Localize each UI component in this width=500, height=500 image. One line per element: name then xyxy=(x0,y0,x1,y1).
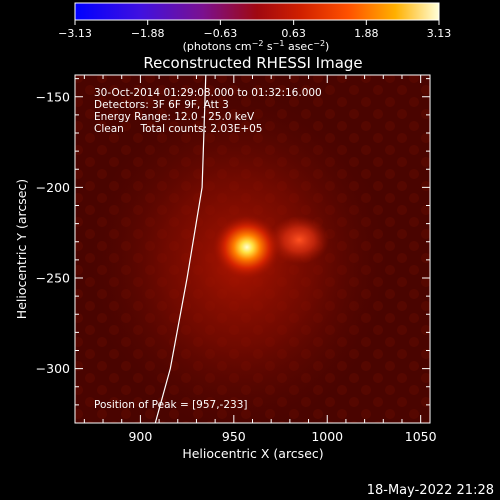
annotation-detectors: Detectors: 3F 6F 9F, Att 3 xyxy=(94,99,229,111)
footer-date: 18-May-2022 21:28 xyxy=(367,483,494,498)
colorbar-tick-label: 1.88 xyxy=(354,27,379,40)
chart-title: Reconstructed RHESSI Image xyxy=(143,54,362,72)
y-axis: −150 −200 −250 −300 xyxy=(36,78,430,406)
annotation-counts: Clean Total counts: 2.03E+05 xyxy=(94,123,263,135)
y-tick-label: −200 xyxy=(36,180,70,195)
secondary-source xyxy=(269,215,330,264)
x-tick-label: 900 xyxy=(128,429,152,444)
x-tick-label: 950 xyxy=(222,429,246,444)
peak-position-label: Position of Peak = [957,-233] xyxy=(94,399,248,411)
colorbar-tick-label: 3.13 xyxy=(427,27,452,40)
x-axis: 900 950 1000 1050 xyxy=(83,75,437,444)
annotation-time: 30-Oct-2014 01:29:08.000 to 01:32:16.000 xyxy=(94,87,322,99)
colorbar-tick-label: −1.88 xyxy=(131,27,165,40)
x-tick-label: 1000 xyxy=(311,429,343,444)
y-tick-label: −250 xyxy=(36,271,70,286)
x-axis-label: Heliocentric X (arcsec) xyxy=(182,446,323,461)
y-axis-label: Heliocentric Y (arcsec) xyxy=(14,179,29,319)
annotations: 30-Oct-2014 01:29:08.000 to 01:32:16.000… xyxy=(94,87,322,411)
colorbar-gradient xyxy=(74,2,440,21)
annotation-energy: Energy Range: 12.0 - 25.0 keV xyxy=(94,111,255,123)
colorbar-ticks: −3.13 −1.88 −0.63 0.63 1.88 3.13 xyxy=(58,20,451,40)
colorbar-unit: (photons cm−2 s−1 asec−2) xyxy=(183,39,330,54)
solar-limb-line xyxy=(154,75,207,423)
y-tick-label: −150 xyxy=(36,89,70,104)
colorbar-tick-label: −3.13 xyxy=(58,27,92,40)
image-area xyxy=(75,75,430,423)
y-tick-label: −300 xyxy=(36,361,70,376)
colorbar: −3.13 −1.88 −0.63 0.63 1.88 3.13 (photons cm−… xyxy=(58,2,451,54)
peak-source xyxy=(212,215,281,280)
colorbar-tick-label: −0.63 xyxy=(204,27,238,40)
colorbar-tick-label: 0.63 xyxy=(281,27,306,40)
x-tick-label: 1050 xyxy=(405,429,437,444)
